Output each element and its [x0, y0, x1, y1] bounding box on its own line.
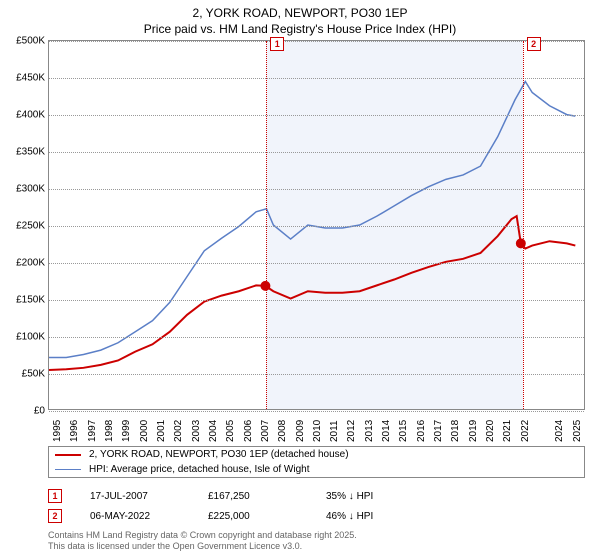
reference-marker: 2	[527, 37, 541, 51]
y-axis-label: £300K	[1, 184, 45, 195]
gridline	[49, 41, 584, 42]
x-axis-label: 2012	[346, 420, 357, 442]
chart-plot-area: £0£50K£100K£150K£200K£250K£300K£350K£400…	[48, 40, 585, 410]
title-line-1: 2, YORK ROAD, NEWPORT, PO30 1EP	[0, 6, 600, 22]
x-axis-label: 1998	[104, 420, 115, 442]
reference-line	[523, 41, 524, 409]
x-axis-label: 1995	[52, 420, 63, 442]
annotation-delta-2: 46% ↓ HPI	[326, 511, 444, 522]
x-axis-label: 2013	[364, 420, 375, 442]
gridline	[49, 411, 584, 412]
y-axis-label: £400K	[1, 110, 45, 121]
legend-swatch-property	[55, 454, 81, 456]
y-axis-label: £50K	[1, 369, 45, 380]
x-axis-label: 1996	[69, 420, 80, 442]
gridline	[49, 115, 584, 116]
footer-attribution: Contains HM Land Registry data © Crown c…	[48, 530, 357, 553]
annotation-row-2: 2 06-MAY-2022 £225,000 46% ↓ HPI	[48, 506, 444, 526]
x-axis-label: 2009	[295, 420, 306, 442]
gridline	[49, 300, 584, 301]
annotation-marker-1: 1	[48, 489, 62, 503]
legend-label-property: 2, YORK ROAD, NEWPORT, PO30 1EP (detache…	[89, 449, 349, 460]
annotation-date-2: 06-MAY-2022	[90, 511, 208, 522]
x-axis-label: 2005	[225, 420, 236, 442]
legend-item-hpi: HPI: Average price, detached house, Isle…	[49, 462, 584, 477]
annotation-price-1: £167,250	[208, 491, 326, 502]
x-axis-label: 2022	[520, 420, 531, 442]
x-axis-label: 2000	[139, 420, 150, 442]
legend-item-property: 2, YORK ROAD, NEWPORT, PO30 1EP (detache…	[49, 447, 584, 462]
x-axis-label: 2025	[572, 420, 583, 442]
legend-swatch-hpi	[55, 469, 81, 470]
legend-label-hpi: HPI: Average price, detached house, Isle…	[89, 464, 310, 475]
x-axis-label: 2017	[433, 420, 444, 442]
annotation-marker-2: 2	[48, 509, 62, 523]
x-axis-label: 2001	[156, 420, 167, 442]
x-axis-label: 2011	[329, 420, 340, 442]
y-axis-label: £350K	[1, 147, 45, 158]
chart-title-block: 2, YORK ROAD, NEWPORT, PO30 1EP Price pa…	[0, 0, 600, 39]
gridline	[49, 78, 584, 79]
annotation-row-1: 1 17-JUL-2007 £167,250 35% ↓ HPI	[48, 486, 444, 506]
y-axis-label: £150K	[1, 295, 45, 306]
x-axis-label: 2008	[277, 420, 288, 442]
x-axis-label: 2020	[485, 420, 496, 442]
footer-line-2: This data is licensed under the Open Gov…	[48, 541, 357, 552]
title-line-2: Price paid vs. HM Land Registry's House …	[0, 22, 600, 38]
x-axis-label: 2006	[243, 420, 254, 442]
gridline	[49, 263, 584, 264]
series-hpi	[49, 81, 575, 357]
annotation-price-2: £225,000	[208, 511, 326, 522]
reference-marker: 1	[270, 37, 284, 51]
y-axis-label: £0	[1, 406, 45, 417]
reference-line	[266, 41, 267, 409]
y-axis-label: £500K	[1, 36, 45, 47]
y-axis-label: £100K	[1, 332, 45, 343]
series-marker	[516, 238, 526, 248]
y-axis-label: £200K	[1, 258, 45, 269]
annotation-table: 1 17-JUL-2007 £167,250 35% ↓ HPI 2 06-MA…	[48, 486, 444, 526]
chart-svg	[49, 41, 584, 409]
x-axis-label: 2002	[173, 420, 184, 442]
x-axis-label: 2004	[208, 420, 219, 442]
gridline	[49, 374, 584, 375]
gridline	[49, 337, 584, 338]
x-axis-label: 2007	[260, 420, 271, 442]
series-property	[49, 216, 575, 370]
x-axis-label: 2015	[398, 420, 409, 442]
annotation-date-1: 17-JUL-2007	[90, 491, 208, 502]
x-axis-label: 1999	[121, 420, 132, 442]
x-axis-label: 1997	[87, 420, 98, 442]
annotation-delta-1: 35% ↓ HPI	[326, 491, 444, 502]
x-axis-label: 2019	[468, 420, 479, 442]
y-axis-label: £450K	[1, 73, 45, 84]
footer-line-1: Contains HM Land Registry data © Crown c…	[48, 530, 357, 541]
legend: 2, YORK ROAD, NEWPORT, PO30 1EP (detache…	[48, 446, 585, 478]
x-axis-label: 2016	[416, 420, 427, 442]
x-axis-label: 2021	[502, 420, 513, 442]
gridline	[49, 152, 584, 153]
x-axis-label: 2024	[554, 420, 565, 442]
gridline	[49, 189, 584, 190]
x-axis-label: 2003	[191, 420, 202, 442]
x-axis-label: 2010	[312, 420, 323, 442]
gridline	[49, 226, 584, 227]
x-axis-label: 2014	[381, 420, 392, 442]
x-axis-label: 2018	[450, 420, 461, 442]
y-axis-label: £250K	[1, 221, 45, 232]
